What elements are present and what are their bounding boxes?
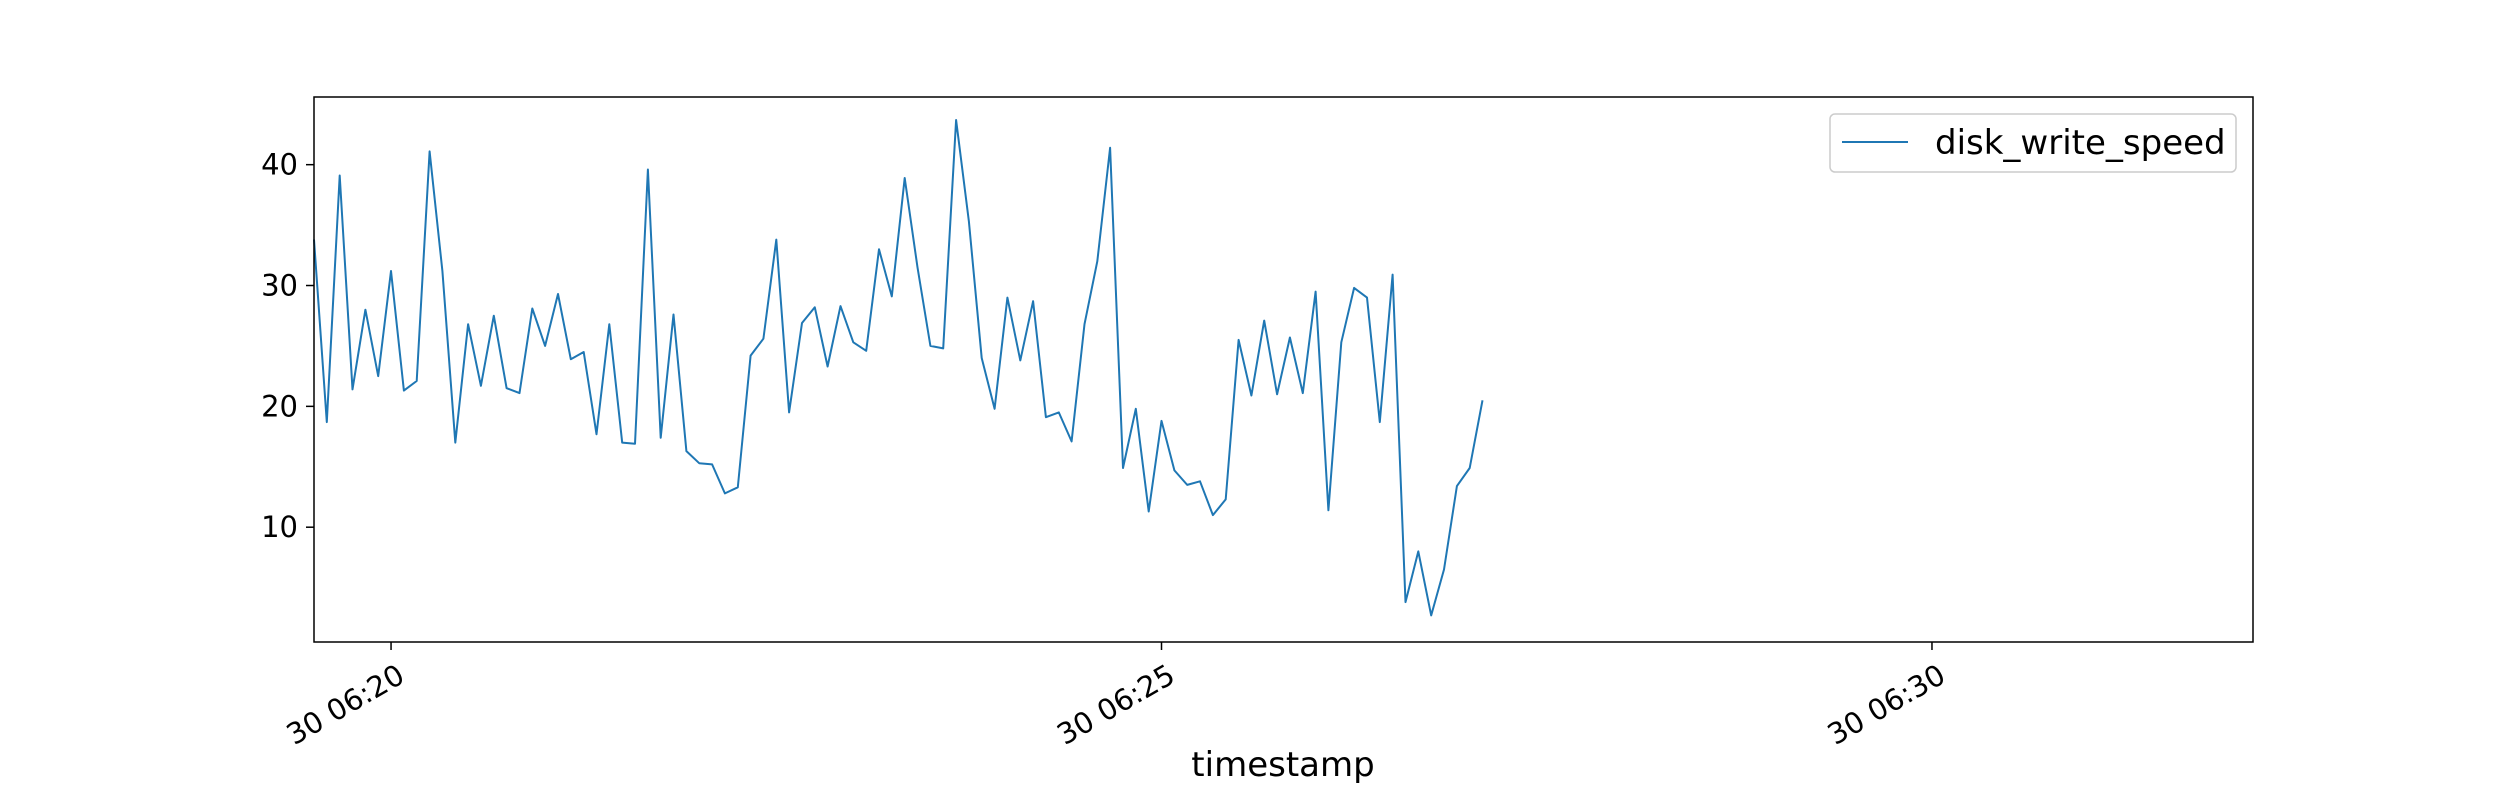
series-line-disk_write_speed [313, 119, 1484, 617]
y-tick-label: 10 [261, 510, 298, 544]
y-axis: 10 20 30 40 [261, 148, 314, 544]
plot-area [313, 96, 2254, 643]
y-tick-label: 40 [261, 148, 298, 182]
x-tick-label: 30 06:30 [1822, 657, 1951, 751]
x-tick-label: 30 06:25 [1051, 657, 1180, 751]
x-axis-title: timestamp [1191, 745, 1374, 785]
x-tick-label: 30 06:20 [281, 657, 410, 751]
legend-label: disk_write_speed [1935, 123, 2226, 163]
plot-frame [313, 96, 2254, 643]
y-tick-label: 30 [261, 269, 298, 303]
x-axis: 30 06:20 30 06:25 30 06:30 [281, 642, 1951, 752]
legend-box [1829, 113, 2237, 173]
y-tick-label: 20 [261, 389, 298, 423]
legend: disk_write_speed [1829, 113, 2237, 173]
